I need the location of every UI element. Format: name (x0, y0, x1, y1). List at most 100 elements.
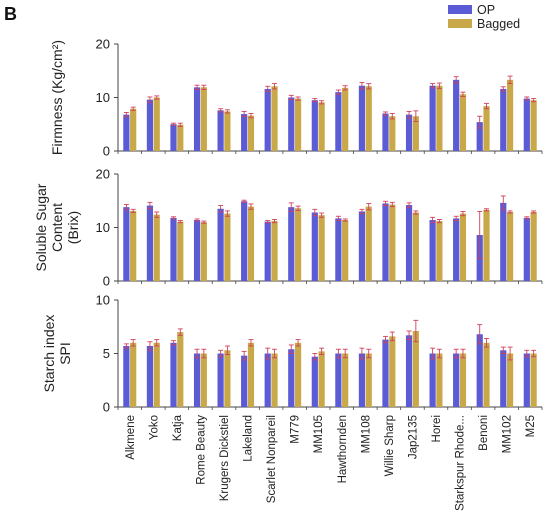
category-label: Horei (431, 415, 443, 442)
panel-3: 0 5 10 Starch index SPI (41, 293, 543, 415)
category-label: Rome Beauty (195, 415, 207, 485)
category-label: Starkspur Rhode... (455, 415, 467, 511)
bar-bagged (130, 210, 137, 281)
bar-op (382, 113, 389, 151)
bar-bagged (412, 116, 419, 151)
bar-bagged (483, 209, 490, 281)
bar-bagged (224, 111, 231, 151)
bar-op (429, 353, 436, 407)
bar-op (311, 356, 318, 407)
y-axis-label: SPI (57, 342, 73, 365)
bar-op (193, 353, 201, 407)
bar-op (335, 218, 342, 281)
bar-bagged (247, 206, 255, 281)
bar-bagged (130, 342, 137, 407)
bar-op (170, 124, 177, 151)
bar-op (311, 100, 318, 151)
bar-bagged (483, 106, 490, 151)
bar-op (523, 353, 530, 407)
y-axis-label: Firmness (Kg/cm²) (49, 40, 65, 155)
bar-bagged (200, 87, 207, 151)
bar-op (311, 212, 318, 281)
bar-op (382, 339, 389, 407)
y-tick-label: 0 (103, 400, 110, 415)
bar-bagged (200, 353, 207, 407)
category-label: Alkmene (125, 415, 137, 460)
bar-op (193, 220, 201, 281)
bar-op (264, 88, 271, 151)
category-label: Lakeland (243, 415, 255, 462)
bar-op (123, 207, 130, 281)
bar-bagged (294, 208, 302, 281)
bar-op (288, 207, 295, 281)
bar-op (335, 353, 342, 407)
bar-op (429, 220, 436, 281)
y-axis-label: (Brix) (65, 211, 81, 244)
category-label: M779 (290, 415, 302, 444)
y-tick-label: 20 (96, 37, 110, 52)
bar-bagged (412, 331, 419, 407)
category-label: MM102 (502, 415, 514, 453)
bar-op (123, 114, 130, 151)
bar-bagged (318, 351, 325, 407)
bar-bagged (342, 220, 349, 281)
category-label: Katja (172, 414, 184, 441)
bar-bagged (153, 214, 160, 281)
bar-bagged (459, 353, 467, 407)
bar-bagged (294, 98, 302, 151)
chart-panels: 0 10 20 Firmness (Kg/cm²) 0 10 20 Soluble Sugar… (33, 37, 543, 415)
category-label: Yoko (148, 415, 160, 440)
bar-bagged (459, 213, 467, 281)
bar-bagged (412, 212, 419, 281)
legend-label-bagged: Bagged (477, 17, 520, 31)
bar-bagged (224, 213, 231, 281)
bar-op (358, 211, 366, 281)
bar-bagged (342, 87, 349, 151)
bar-bagged (365, 206, 372, 281)
bar-bagged (294, 342, 302, 407)
bar-bagged (436, 85, 443, 151)
category-label: Hawthornden (337, 415, 349, 483)
bar-bagged (506, 79, 514, 151)
bar-op (382, 203, 389, 281)
bar-bagged (271, 353, 278, 407)
category-label: M25 (525, 415, 537, 437)
bar-op (146, 205, 154, 281)
bar-op (500, 202, 507, 281)
bar-op (405, 335, 413, 407)
bar-op (429, 85, 436, 151)
y-axis-label: Starch index (41, 315, 57, 393)
y-tick-label: 5 (103, 346, 110, 361)
bar-bagged (318, 215, 325, 281)
category-label: Scarlet Nonpareil (266, 415, 278, 503)
bar-bagged (247, 115, 255, 151)
bar-bagged (483, 342, 490, 407)
y-tick-label: 20 (96, 167, 110, 182)
bar-op (193, 87, 201, 151)
bar-bagged (365, 86, 372, 151)
bar-op (288, 349, 295, 407)
bar-bagged (342, 353, 349, 407)
bar-op (264, 353, 271, 407)
bar-bagged (247, 342, 255, 407)
bar-bagged (459, 94, 467, 151)
category-axis: Alkmene Yoko Katja Rome Beauty Krugers Dicks… (125, 414, 537, 510)
bar-op (405, 114, 413, 151)
bar-bagged (153, 97, 160, 151)
bar-op (523, 98, 530, 151)
legend-label-op: OP (477, 3, 495, 17)
legend-swatch-op (448, 5, 472, 14)
category-label: Krugers Dickstiel (219, 415, 231, 501)
bar-op (476, 122, 483, 151)
bar-bagged (530, 353, 537, 407)
bar-op (170, 217, 177, 281)
bar-op (500, 350, 507, 407)
y-tick-label: 10 (96, 90, 110, 105)
category-label: Willie Sharp (384, 415, 396, 476)
bar-bagged (177, 221, 184, 281)
panel-letter: B (4, 4, 17, 24)
bar-bagged (153, 342, 160, 407)
bar-bagged (365, 353, 372, 407)
